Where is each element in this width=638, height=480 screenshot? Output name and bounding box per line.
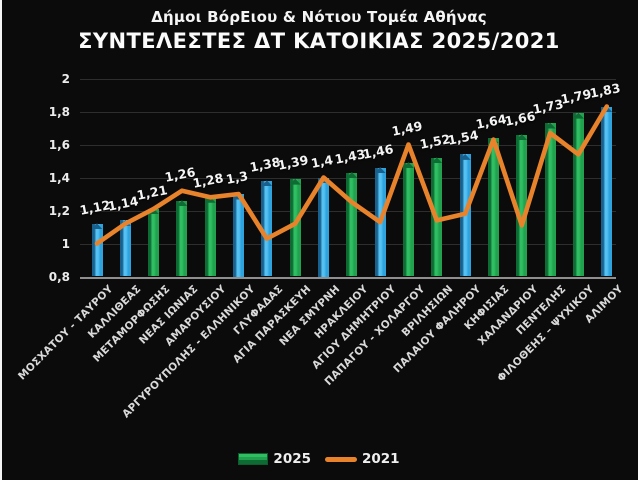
bar-top-cap — [374, 167, 386, 174]
bar-top-cap — [289, 178, 301, 185]
legend-item-2021: 2021 — [325, 451, 400, 467]
gridline — [80, 78, 616, 80]
legend-label-2025: 2025 — [273, 451, 311, 467]
legend: 2025 2021 — [0, 451, 638, 467]
legend-item-2025: 2025 — [238, 451, 311, 467]
bar-2025-green — [544, 123, 556, 277]
chart-subtitle: Δήμοι ΒόρΕιου & Νότιου Τομέα Αθήνας — [151, 8, 487, 26]
bar-2025-blue — [119, 220, 131, 277]
bar-2025-blue — [91, 223, 103, 277]
bar-2025-blue — [261, 180, 273, 277]
gridline — [80, 111, 616, 113]
y-tick-label: 1,6 — [48, 137, 70, 152]
bar-top-cap — [544, 122, 556, 129]
y-tick-label: 1,4 — [48, 170, 70, 185]
bar-2025-green — [346, 172, 358, 277]
bar-2025-green — [572, 113, 584, 277]
bar-2025-green — [204, 197, 216, 277]
bar-top-cap — [91, 223, 103, 230]
y-tick-label: 0,8 — [48, 269, 70, 284]
y-tick-label: 1,2 — [48, 203, 70, 218]
bar-top-cap — [516, 134, 528, 141]
bar-top-cap — [176, 200, 188, 207]
gridline — [80, 144, 616, 146]
bar-2025-green — [487, 137, 499, 277]
bar-top-cap — [572, 112, 584, 119]
bar-2025-green — [176, 200, 188, 277]
green-bar-swatch-icon — [238, 453, 269, 465]
bar-2025-blue — [233, 194, 245, 277]
bar-top-cap — [261, 180, 273, 187]
bar-top-cap — [459, 153, 471, 160]
y-tick-label: 1 — [61, 236, 70, 251]
y-tick-label: 1,8 — [48, 104, 70, 119]
chart-title: ΣΥΝΤΕΛΕΣΤΕΣ ΔΤ ΚΑΤΟΙΚΙΑΣ 2025/2021 — [78, 29, 560, 53]
bar-2025-green — [289, 179, 301, 277]
line-2021-path — [94, 104, 610, 246]
left-edge-strip — [0, 0, 2, 480]
bar-top-cap — [403, 162, 415, 169]
bar-2025-green — [148, 208, 160, 277]
legend-label-2021: 2021 — [362, 451, 400, 467]
bar-2025-green — [516, 134, 528, 277]
bar-top-cap — [431, 157, 443, 164]
y-tick-label: 2 — [61, 71, 70, 86]
bar-top-cap — [346, 172, 358, 179]
bar-2025-blue — [318, 177, 330, 277]
orange-line-swatch-icon — [325, 456, 357, 462]
bar-top-cap — [204, 196, 216, 203]
bar-2025-blue — [601, 106, 613, 277]
x-axis-line — [80, 276, 616, 279]
bar-2025-green — [403, 162, 415, 277]
